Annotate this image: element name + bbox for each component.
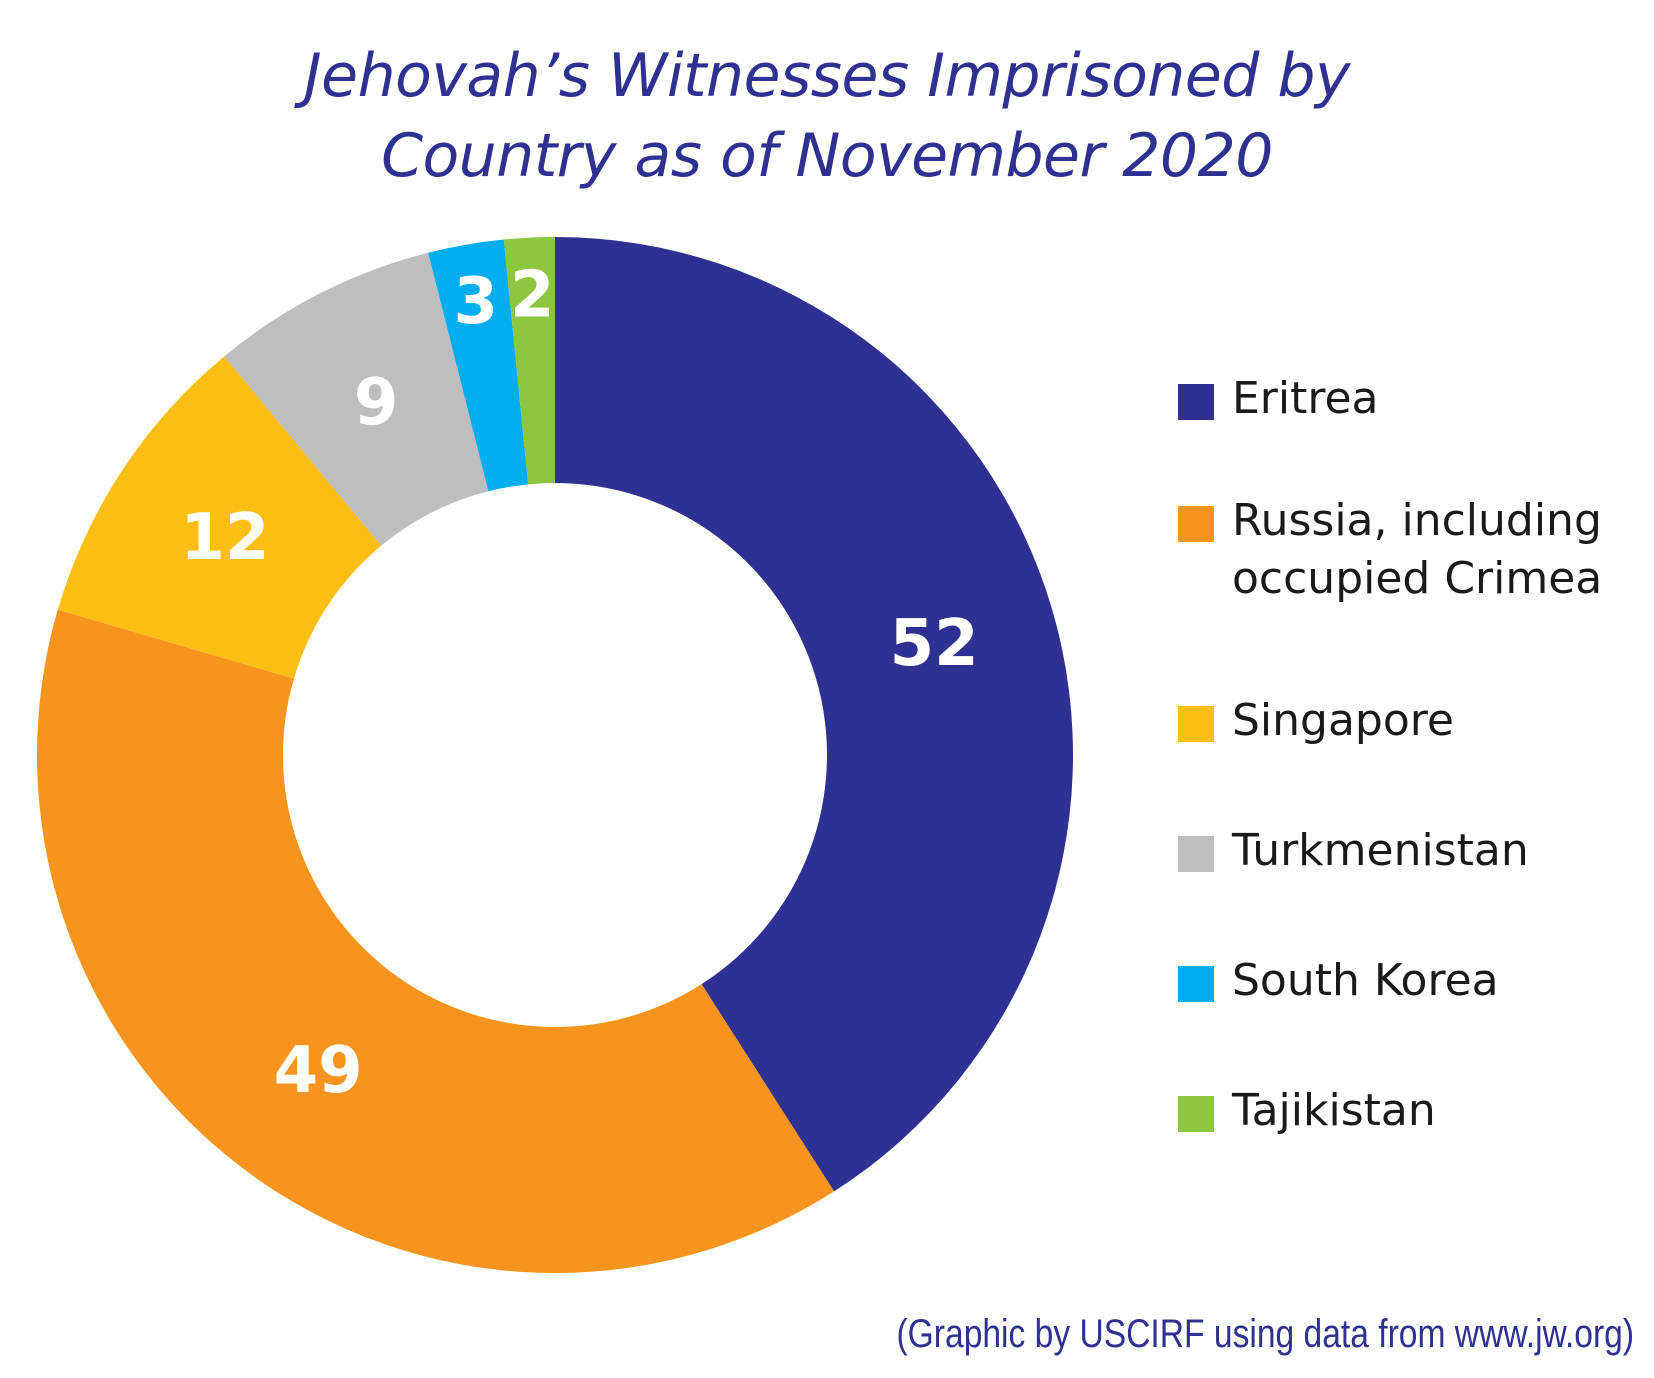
legend-label-turkmenistan: Turkmenistan (1232, 825, 1529, 876)
legend-item-turkmenistan: Turkmenistan (1178, 822, 1648, 880)
slice-label-south-korea: 3 (453, 265, 498, 339)
slice-south-korea (428, 239, 529, 492)
slice-label-tajikistan: 2 (510, 259, 555, 333)
slice-singapore (57, 356, 382, 679)
legend-item-tajikistan: Tajikistan (1178, 1082, 1648, 1140)
slice-label-russia-including-occupied-crimea: 49 (274, 1034, 363, 1108)
slice-russia-including-occupied-crimea (36, 609, 835, 1273)
legend-item-russia-including-occupied-crimea: Russia, including occupied Crimea (1178, 492, 1648, 608)
legend-label-eritrea: Eritrea (1232, 373, 1379, 424)
slice-label-turkmenistan: 9 (354, 366, 399, 440)
chart-title: Jehovah’s Witnesses Imprisoned by Countr… (0, 36, 1654, 196)
legend-item-south-korea: South Korea (1178, 952, 1648, 1010)
legend-swatch-eritrea (1178, 384, 1214, 420)
chart-title-line-1: Jehovah’s Witnesses Imprisoned by (303, 41, 1351, 111)
slice-label-singapore: 12 (180, 501, 269, 575)
legend-item-singapore: Singapore (1178, 692, 1648, 750)
legend-label-south-korea: South Korea (1232, 955, 1499, 1006)
chart-title-line-2: Country as of November 2020 (381, 121, 1273, 191)
legend-label-tajikistan: Tajikistan (1232, 1085, 1436, 1136)
source-caption: (Graphic by USCIRF using data from www.j… (896, 1312, 1634, 1356)
slice-eritrea (555, 237, 1074, 1192)
slice-label-eritrea: 52 (890, 607, 979, 681)
slice-tajikistan (503, 237, 555, 485)
legend-swatch-singapore (1178, 706, 1214, 742)
legend-swatch-tajikistan (1178, 1096, 1214, 1132)
legend-swatch-south-korea (1178, 966, 1214, 1002)
slice-turkmenistan (224, 252, 489, 546)
legend-item-eritrea: Eritrea (1178, 370, 1648, 428)
legend-swatch-russia-including-occupied-crimea (1178, 506, 1214, 542)
legend-swatch-turkmenistan (1178, 836, 1214, 872)
legend-label-singapore: Singapore (1232, 695, 1454, 746)
legend-label-russia-including-occupied-crimea: Russia, including occupied Crimea (1232, 495, 1603, 604)
